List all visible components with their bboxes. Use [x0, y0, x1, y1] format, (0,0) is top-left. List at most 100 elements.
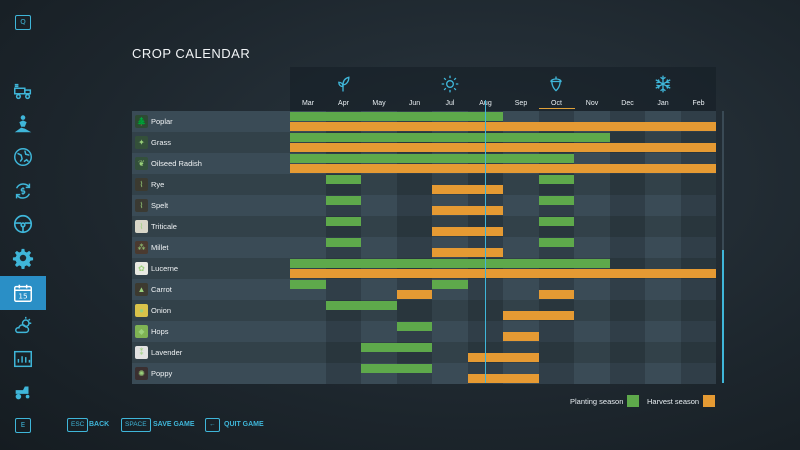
month-label-nov: Nov — [585, 100, 599, 107]
harvest-season-bar — [467, 374, 539, 383]
harvest-season-bar — [538, 290, 574, 299]
nav-calendar[interactable]: 15 — [0, 276, 46, 310]
month-cell-shade — [680, 300, 716, 321]
harvest-season-bar — [432, 227, 503, 236]
month-cell-shade — [538, 321, 574, 342]
planting-season-bar — [290, 112, 503, 121]
nav-finances[interactable] — [0, 175, 46, 207]
month-cell-shade — [396, 216, 432, 237]
rye-icon: ⌇ — [135, 178, 148, 191]
month-label-jul: Jul — [445, 100, 455, 107]
month-cell-shade — [680, 279, 716, 300]
grass-icon: ✦ — [135, 136, 148, 149]
month-cell-shade — [609, 216, 645, 237]
month-cell-shade — [325, 342, 361, 363]
planting-season-bar — [325, 238, 361, 247]
crop-name: Millet — [151, 243, 169, 252]
nav-statistics[interactable] — [0, 343, 46, 375]
planting-season-bar — [361, 364, 432, 373]
nav-vehicles[interactable] — [0, 75, 46, 107]
acorn-icon — [546, 74, 566, 94]
field-worker-icon — [14, 115, 32, 133]
tractor-icon — [15, 386, 30, 400]
month-cell-shade — [325, 363, 361, 384]
month-cell-shade — [609, 279, 645, 300]
prev-page-key-hint[interactable]: Q — [15, 15, 31, 30]
save-key-hint[interactable]: SPACE — [121, 418, 151, 432]
crop-name: Poppy — [151, 369, 173, 378]
planting-season-bar — [325, 301, 397, 310]
oilseed-radish-icon: ❦ — [135, 157, 148, 170]
legend-harvest-label: Harvest season — [647, 397, 700, 406]
harvest-season-bar — [290, 269, 716, 278]
nav-garage[interactable] — [0, 376, 46, 408]
planting-season-bar — [290, 133, 610, 142]
sun-icon — [440, 74, 460, 94]
lucerne-icon: ✿ — [135, 262, 148, 275]
month-cell-shade — [538, 363, 574, 384]
month-cell-shade — [680, 342, 716, 363]
month-label-oct: Oct — [538, 100, 575, 109]
harvest-season-bar — [396, 290, 432, 299]
poplar-icon: 🌲 — [135, 115, 148, 128]
month-cell-shade — [396, 237, 432, 258]
month-label-jun: Jun — [408, 100, 421, 107]
vehicle-fleet-icon — [14, 83, 32, 100]
nav-fieldwork[interactable] — [0, 108, 46, 140]
planting-season-bar — [290, 280, 326, 289]
month-label-dec: Dec — [621, 100, 634, 107]
hops-icon: ◆ — [135, 325, 148, 338]
month-cell-shade — [467, 321, 503, 342]
crop-name: Oilseed Radish — [151, 159, 202, 168]
harvest-season-bar — [290, 164, 716, 173]
nav-vehicle-control[interactable] — [0, 208, 46, 240]
planting-season-bar — [325, 217, 361, 226]
triticale-icon: ⌇ — [135, 220, 148, 233]
crop-name: Onion — [151, 306, 172, 315]
month-cell-shade — [680, 216, 716, 237]
save-game-button[interactable]: SAVE GAME — [153, 421, 195, 428]
snowflake-icon — [653, 74, 673, 94]
month-cell-shade — [538, 342, 574, 363]
poppy-icon: ✺ — [135, 367, 148, 380]
harvest-season-bar — [290, 143, 716, 152]
back-key-hint[interactable]: ESC — [67, 418, 89, 432]
legend-planting-swatch — [627, 395, 639, 407]
planting-season-bar — [290, 154, 574, 163]
planting-season-bar — [361, 343, 432, 352]
season-header-band — [290, 67, 716, 111]
month-cell-shade — [325, 321, 361, 342]
nav-map[interactable] — [0, 141, 46, 173]
month-cell-shade — [680, 237, 716, 258]
scrollbar-track[interactable] — [722, 111, 724, 383]
nav-weather[interactable] — [0, 310, 46, 342]
month-cell-shade — [609, 342, 645, 363]
month-cell-shade — [609, 321, 645, 342]
quit-game-button[interactable]: QUIT GAME — [224, 421, 264, 428]
month-cell-shade — [609, 174, 645, 195]
planting-season-bar — [538, 217, 574, 226]
statistics-icon — [14, 350, 32, 368]
nav-settings[interactable] — [0, 242, 46, 274]
crop-row-lavender[interactable] — [132, 342, 716, 363]
planting-season-bar — [396, 322, 432, 331]
month-cell-shade — [467, 279, 503, 300]
harvest-season-bar — [432, 206, 503, 215]
crop-name: Lucerne — [151, 264, 179, 273]
quit-key-hint[interactable]: ← — [205, 418, 220, 432]
crop-row-hops[interactable] — [132, 321, 716, 342]
planting-season-bar — [538, 175, 574, 184]
calendar-icon: 15 — [14, 284, 32, 302]
month-label-mar: Mar — [301, 100, 315, 107]
back-button[interactable]: BACK — [89, 421, 110, 428]
carrot-icon: ▲ — [135, 283, 148, 296]
next-page-key-hint[interactable]: E — [15, 418, 31, 433]
settings-gear-icon — [12, 248, 34, 269]
weather-icon — [15, 316, 32, 334]
scrollbar-thumb[interactable] — [722, 250, 724, 383]
crop-row-poppy[interactable] — [132, 363, 716, 384]
month-cell-shade — [396, 174, 432, 195]
calendar-day-label: 15 — [18, 292, 28, 301]
month-cell-shade — [609, 195, 645, 216]
sidebar: Q 15 — [0, 0, 46, 450]
